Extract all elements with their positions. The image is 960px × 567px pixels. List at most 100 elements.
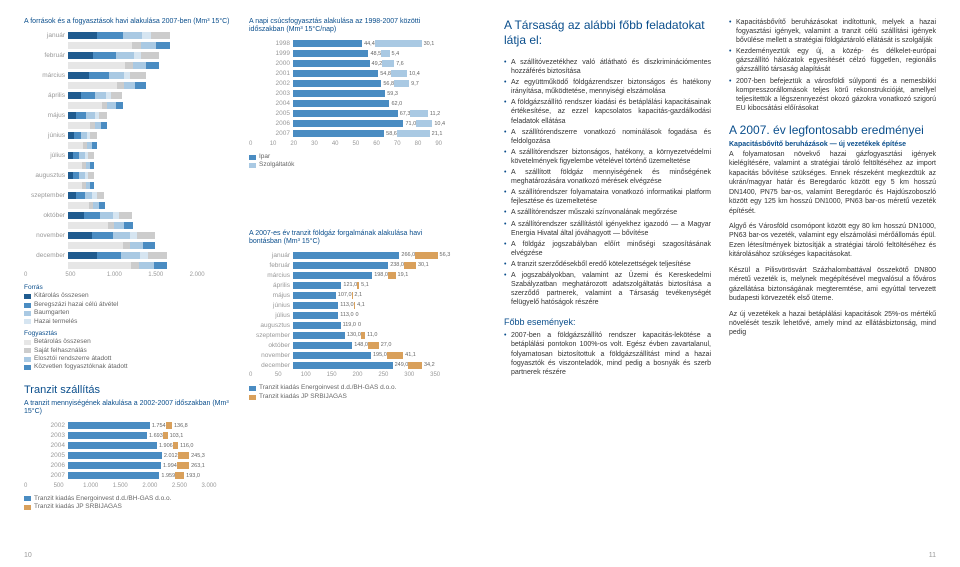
bar-row: január266,056,3: [249, 250, 456, 260]
bar-segment: [86, 112, 94, 119]
bar-segment: [293, 110, 398, 117]
bar-segment: [68, 462, 161, 469]
bar-track: 59,3: [293, 90, 456, 98]
col-right: A napi csúcsfogyasztás alakulása az 1998…: [249, 18, 456, 512]
bar-segment: [68, 232, 92, 239]
axis-tick: 500: [65, 272, 106, 278]
bar-segment: [81, 92, 95, 99]
bar-segment: [90, 182, 94, 189]
bullet-item: A szállított földgáz mennyiségének és mi…: [504, 168, 711, 186]
bar-label: szeptember: [249, 332, 293, 339]
bar-segment: [97, 192, 105, 199]
axis-tick: 0: [24, 483, 54, 489]
bar-segment: [134, 52, 141, 59]
axis-tick: 30: [311, 141, 332, 147]
bar-label: május: [249, 292, 293, 299]
bar-row: [24, 60, 231, 70]
bar-segment: [388, 272, 396, 279]
bar-track: [68, 201, 231, 209]
bar-segment: [175, 472, 184, 479]
bar-segment: [293, 80, 381, 87]
bullet-item: Az együttműködő földgázrendszer biztonsá…: [504, 78, 711, 96]
bar-segment: [293, 50, 368, 57]
bar-label: 2002: [24, 422, 68, 429]
bar-segment: [68, 72, 89, 79]
bar-segment: [177, 462, 189, 469]
bar-segment: [410, 110, 427, 117]
bar-track: 121,05,1: [293, 281, 456, 289]
chart2: 199844,430,1199948,55,4200049,27,6200154…: [249, 39, 456, 139]
chart4-legend: Tranzit kiadás Energoinvest d.d./BH-GAS …: [249, 384, 456, 401]
bar-track: 48,55,4: [293, 50, 456, 58]
bar-label: október: [24, 212, 68, 219]
bar-label: február: [24, 52, 68, 59]
bar-track: [68, 141, 231, 149]
legend-label: Közvetlen fogyasztóknak átadott: [34, 363, 128, 371]
bar-value: 56,3: [440, 252, 451, 258]
bar-row: december: [24, 250, 231, 260]
legend-item: Beregszázi hazai célú átvétel: [24, 301, 231, 309]
bar-row: 200671,010,4: [249, 119, 456, 129]
bar-track: 249,034,2: [293, 361, 456, 369]
bar-row: 200758,621,1: [249, 129, 456, 139]
bar-row: 200359,3: [249, 89, 456, 99]
bar-track: [68, 171, 231, 179]
bar-segment: [293, 362, 393, 369]
bar-label: 2007: [24, 472, 68, 479]
axis-tick: 150: [327, 372, 353, 378]
bar-label: 1999: [249, 50, 293, 57]
bar-value: 4,1: [357, 302, 365, 308]
bar-row: február238,030,1: [249, 260, 456, 270]
bar-segment: [68, 212, 84, 219]
bar-track: [68, 121, 231, 129]
legend-swatch: [24, 365, 31, 370]
bar-label: október: [249, 342, 293, 349]
bar-segment: [156, 42, 170, 49]
bar-track: 49,27,6: [293, 60, 456, 68]
bar-track: [68, 71, 231, 79]
bar-segment: [293, 342, 352, 349]
bullet-item: Kapacitásbővítő beruházásokat indítottun…: [729, 18, 936, 45]
bar-row: [24, 120, 231, 130]
bar-segment: [293, 352, 371, 359]
bar-segment: [137, 232, 155, 239]
bar-segment: [97, 252, 122, 259]
bar-track: [68, 221, 231, 229]
chart1-title: A források és a fogyasztások havi alakul…: [24, 18, 231, 26]
bar-value: 9,7: [411, 81, 419, 87]
bar-row: 200154,810,4: [249, 69, 456, 79]
bar-value: 27,0: [381, 342, 392, 348]
legend-item: Tranzit kiadás Energoinvest d.d./BH-GAS …: [249, 384, 456, 392]
bar-segment: [361, 332, 365, 339]
heading-results: A 2007. év legfontosabb eredményei: [729, 123, 936, 137]
bar-segment: [92, 142, 97, 149]
axis-tick: 300: [404, 372, 430, 378]
chart3-axis: 05001.0001.5002.0002.5003.000: [24, 483, 231, 489]
bar-track: 148,027,0: [293, 341, 456, 349]
bar-segment: [135, 82, 146, 89]
bar-value: 198,0: [374, 272, 388, 278]
bar-row: [24, 40, 231, 50]
legend-swatch: [24, 496, 31, 501]
bar-track: [68, 251, 231, 259]
bar-row: 199844,430,1: [249, 39, 456, 49]
capacity-list: Kapacitásbővítő beruházásokat indítottun…: [729, 18, 936, 113]
bar-row: 20021.754136,8: [24, 421, 231, 431]
legend-swatch: [249, 155, 256, 160]
bar-segment: [354, 302, 356, 309]
bar-segment: [123, 32, 143, 39]
bar-label: június: [24, 132, 68, 139]
legend-label: Tranzit kiadás JP SRBIJAGAS: [259, 393, 347, 401]
bar-segment: [293, 322, 341, 329]
bar-value: 41,1: [405, 352, 416, 358]
bar-segment: [148, 252, 167, 259]
bar-value: 136,8: [174, 423, 188, 429]
bar-label: június: [249, 302, 293, 309]
bar-label: december: [24, 252, 68, 259]
bar-segment: [163, 432, 168, 439]
bar-value: 0: [358, 322, 361, 328]
legend-item: Tranzit kiadás JP SRBIJAGAS: [249, 393, 456, 401]
bar-value: 193,0: [186, 473, 200, 479]
bar-value: 44,4: [364, 41, 375, 47]
bullet-item: 2007-ben a földgázszállító rendszer kapa…: [504, 331, 711, 376]
